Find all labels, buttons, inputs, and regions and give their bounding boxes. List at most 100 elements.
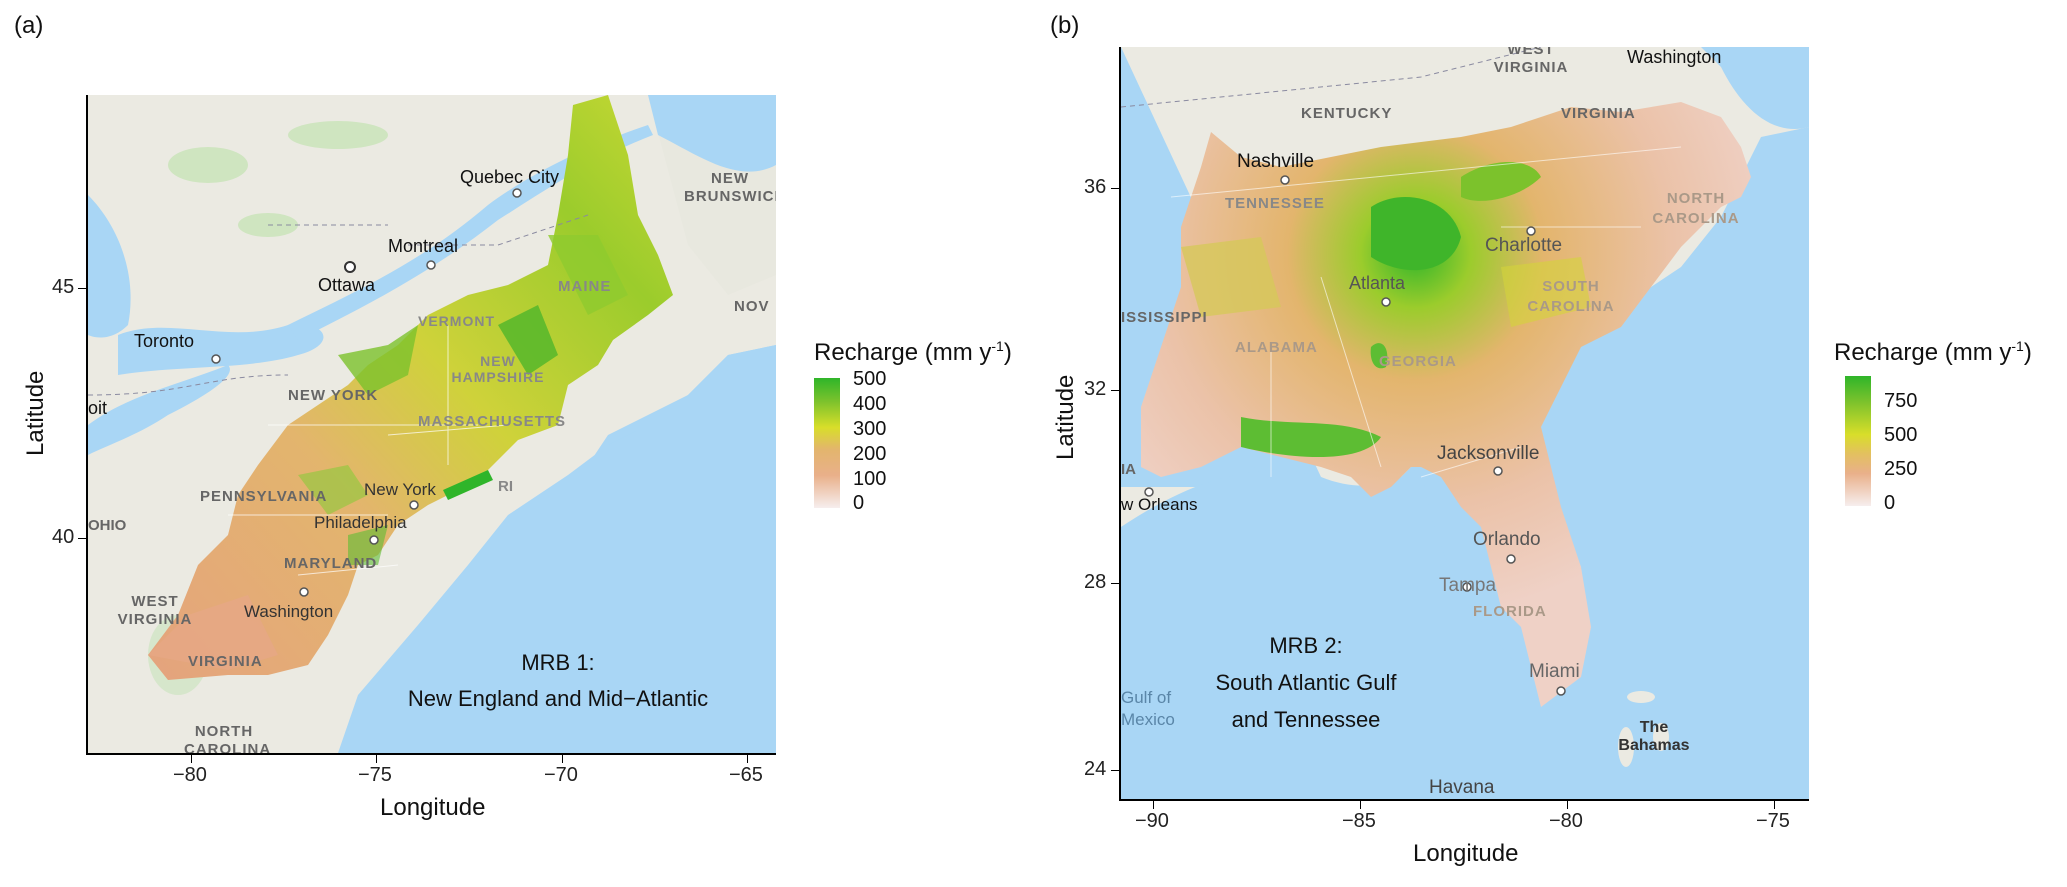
state-nova-scotia-partial: NOV: [734, 298, 770, 315]
panel-a-map-svg: [88, 95, 776, 753]
state-massachusetts: MASSACHUSETTS: [418, 413, 567, 430]
panel-b-ytick: 36: [1084, 176, 1107, 198]
panel-a-ytick: 45: [52, 276, 75, 298]
panel-a-legend-label: 300: [853, 418, 887, 440]
state-ohio-partial: OHIO: [88, 517, 127, 534]
state-virginia: VIRGINIA: [188, 653, 263, 670]
state-new-york: NEW YORK: [288, 387, 379, 404]
panel-b-colorbar: [1845, 376, 1871, 506]
panel-b-letter: (b): [1050, 12, 1080, 39]
b-city-atlanta: Atlanta: [1349, 273, 1406, 293]
city-philadelphia: Philadelphia: [314, 513, 407, 532]
panel-b-map-svg: [1121, 47, 1809, 799]
lake-ontario: [118, 324, 324, 375]
panel-a-xtick: −65: [729, 764, 763, 786]
gulf-b: [1121, 467, 1561, 799]
panel-b-xtick: −75: [1756, 810, 1790, 832]
state-maine: MAINE: [558, 278, 612, 295]
b-state-florida: FLORIDA: [1473, 603, 1547, 620]
panel-a-letter: (a): [14, 12, 44, 39]
city-ottawa: Ottawa: [318, 275, 376, 295]
annotation-line-1: MRB 1:: [521, 650, 595, 675]
b-state-partial-ia: IA: [1121, 461, 1136, 478]
panel-a-legend-label: 500: [853, 368, 887, 390]
panel-b-legend-label: 250: [1884, 458, 1918, 480]
panel-a-legend-label: 400: [853, 393, 887, 415]
b-city-jacksonville: Jacksonville: [1437, 443, 1540, 464]
panel-a-map[interactable]: Quebec City Montreal Ottawa Toronto New …: [88, 95, 776, 753]
annotation-line-3: and Tennessee: [1231, 707, 1381, 732]
panel-b-xtick: −80: [1549, 810, 1583, 832]
b-city-nashville: Nashville: [1237, 151, 1315, 172]
panel-b-ytick: 32: [1084, 378, 1107, 400]
panel-a-xlabel: Longitude: [380, 794, 486, 821]
b-city-charlotte: Charlotte: [1485, 235, 1563, 256]
city-quebec: Quebec City: [460, 167, 560, 187]
b-city-tampa: Tampa: [1439, 575, 1497, 596]
city-washington: Washington: [244, 602, 334, 621]
b-city-havana: Havana: [1429, 777, 1495, 798]
city-detroit-partial: oit: [88, 398, 108, 418]
b-city-orlando: Orlando: [1473, 529, 1541, 550]
panel-a-colorbar: [814, 378, 840, 508]
panel-b-xlabel: Longitude: [1413, 840, 1519, 867]
panel-a-legend-title: Recharge (mm y-1): [814, 338, 1012, 366]
panel-b-legend-label: 750: [1884, 390, 1918, 412]
b-state-alabama: ALABAMA: [1235, 339, 1318, 356]
panel-b-ylabel: Latitude: [1052, 374, 1079, 460]
panel-b-ytick: 28: [1084, 571, 1107, 593]
panel-a-xtick: −70: [544, 764, 578, 786]
state-new-hampshire: NEW HAMPSHIRE: [451, 353, 545, 385]
b-state-mississippi-partial: ISSISSIPPI: [1121, 309, 1208, 326]
b-label-gulf-of-mexico: Gulf of Mexico: [1121, 688, 1175, 729]
state-west-virginia: WEST VIRGINIA: [117, 593, 193, 628]
panel-a-ylabel: Latitude: [22, 370, 49, 456]
annotation-line-2: New England and Mid−Atlantic: [407, 686, 709, 711]
b-city-new-orleans-partial: w Orleans: [1121, 495, 1198, 514]
atlantic: [338, 345, 776, 753]
panel-b-x-axis: [1119, 799, 1809, 801]
panel-b-xtick: −85: [1342, 810, 1376, 832]
state-new-brunswick: NEW BRUNSWICK: [684, 170, 776, 205]
b-state-tennessee: TENNESSEE: [1225, 195, 1325, 212]
b-state-north-carolina: NORTH CAROLINA: [1652, 190, 1740, 227]
panel-b-annotation: MRB 2: South Atlantic Gulf and Tennessee: [1191, 627, 1421, 738]
b-state-west-virginia: WEST VIRGINIA: [1493, 47, 1569, 76]
lake-huron: [88, 195, 131, 338]
panel-b-legend-title: Recharge (mm y-1): [1834, 338, 2032, 366]
lake-erie: [88, 365, 230, 455]
panel-a-ytick: 40: [52, 526, 75, 548]
annotation-line-1: MRB 2:: [1269, 633, 1343, 658]
state-rhode-island: RI: [498, 478, 513, 495]
recharge-region-mrb2: [1141, 102, 1751, 707]
b-label-bahamas: The Bahamas: [1618, 719, 1690, 754]
b-city-miami: Miami: [1529, 661, 1580, 682]
b-state-south-carolina: SOUTH CAROLINA: [1527, 278, 1615, 315]
panel-b-map[interactable]: Washington WEST VIRGINIA KENTUCKY VIRGIN…: [1121, 47, 1809, 799]
b-state-virginia: VIRGINIA: [1561, 105, 1636, 122]
panel-b-y-axis: [1119, 47, 1121, 801]
panel-b-legend-label: 500: [1884, 424, 1918, 446]
city-montreal: Montreal: [388, 236, 459, 256]
recharge-region-mrb1: [148, 95, 673, 680]
panel-b-ytick: 24: [1084, 758, 1107, 780]
panel-a-legend-label: 100: [853, 468, 887, 490]
panel-a-x-axis: [86, 753, 776, 755]
panel-b-legend-label: 0: [1884, 492, 1896, 514]
annotation-line-2: South Atlantic Gulf: [1215, 670, 1397, 695]
panel-a-y-axis: [86, 95, 88, 755]
b-city-washington: Washington: [1627, 47, 1722, 67]
panel-a-xtick: −80: [173, 764, 207, 786]
state-pennsylvania: PENNSYLVANIA: [200, 488, 328, 505]
panel-b-xtick: −90: [1135, 810, 1169, 832]
panel-a-legend-label: 0: [853, 492, 865, 514]
st-lawrence: [288, 125, 653, 340]
city-toronto: Toronto: [134, 331, 195, 351]
b-state-kentucky: KENTUCKY: [1301, 105, 1393, 122]
panel-a-xtick: −75: [358, 764, 392, 786]
gulf-st-lawrence: [648, 95, 776, 172]
state-maryland: MARYLAND: [284, 555, 378, 572]
b-state-georgia: GEORGIA: [1379, 353, 1457, 370]
state-vermont: VERMONT: [418, 313, 495, 329]
city-new-york: New York: [364, 480, 436, 499]
